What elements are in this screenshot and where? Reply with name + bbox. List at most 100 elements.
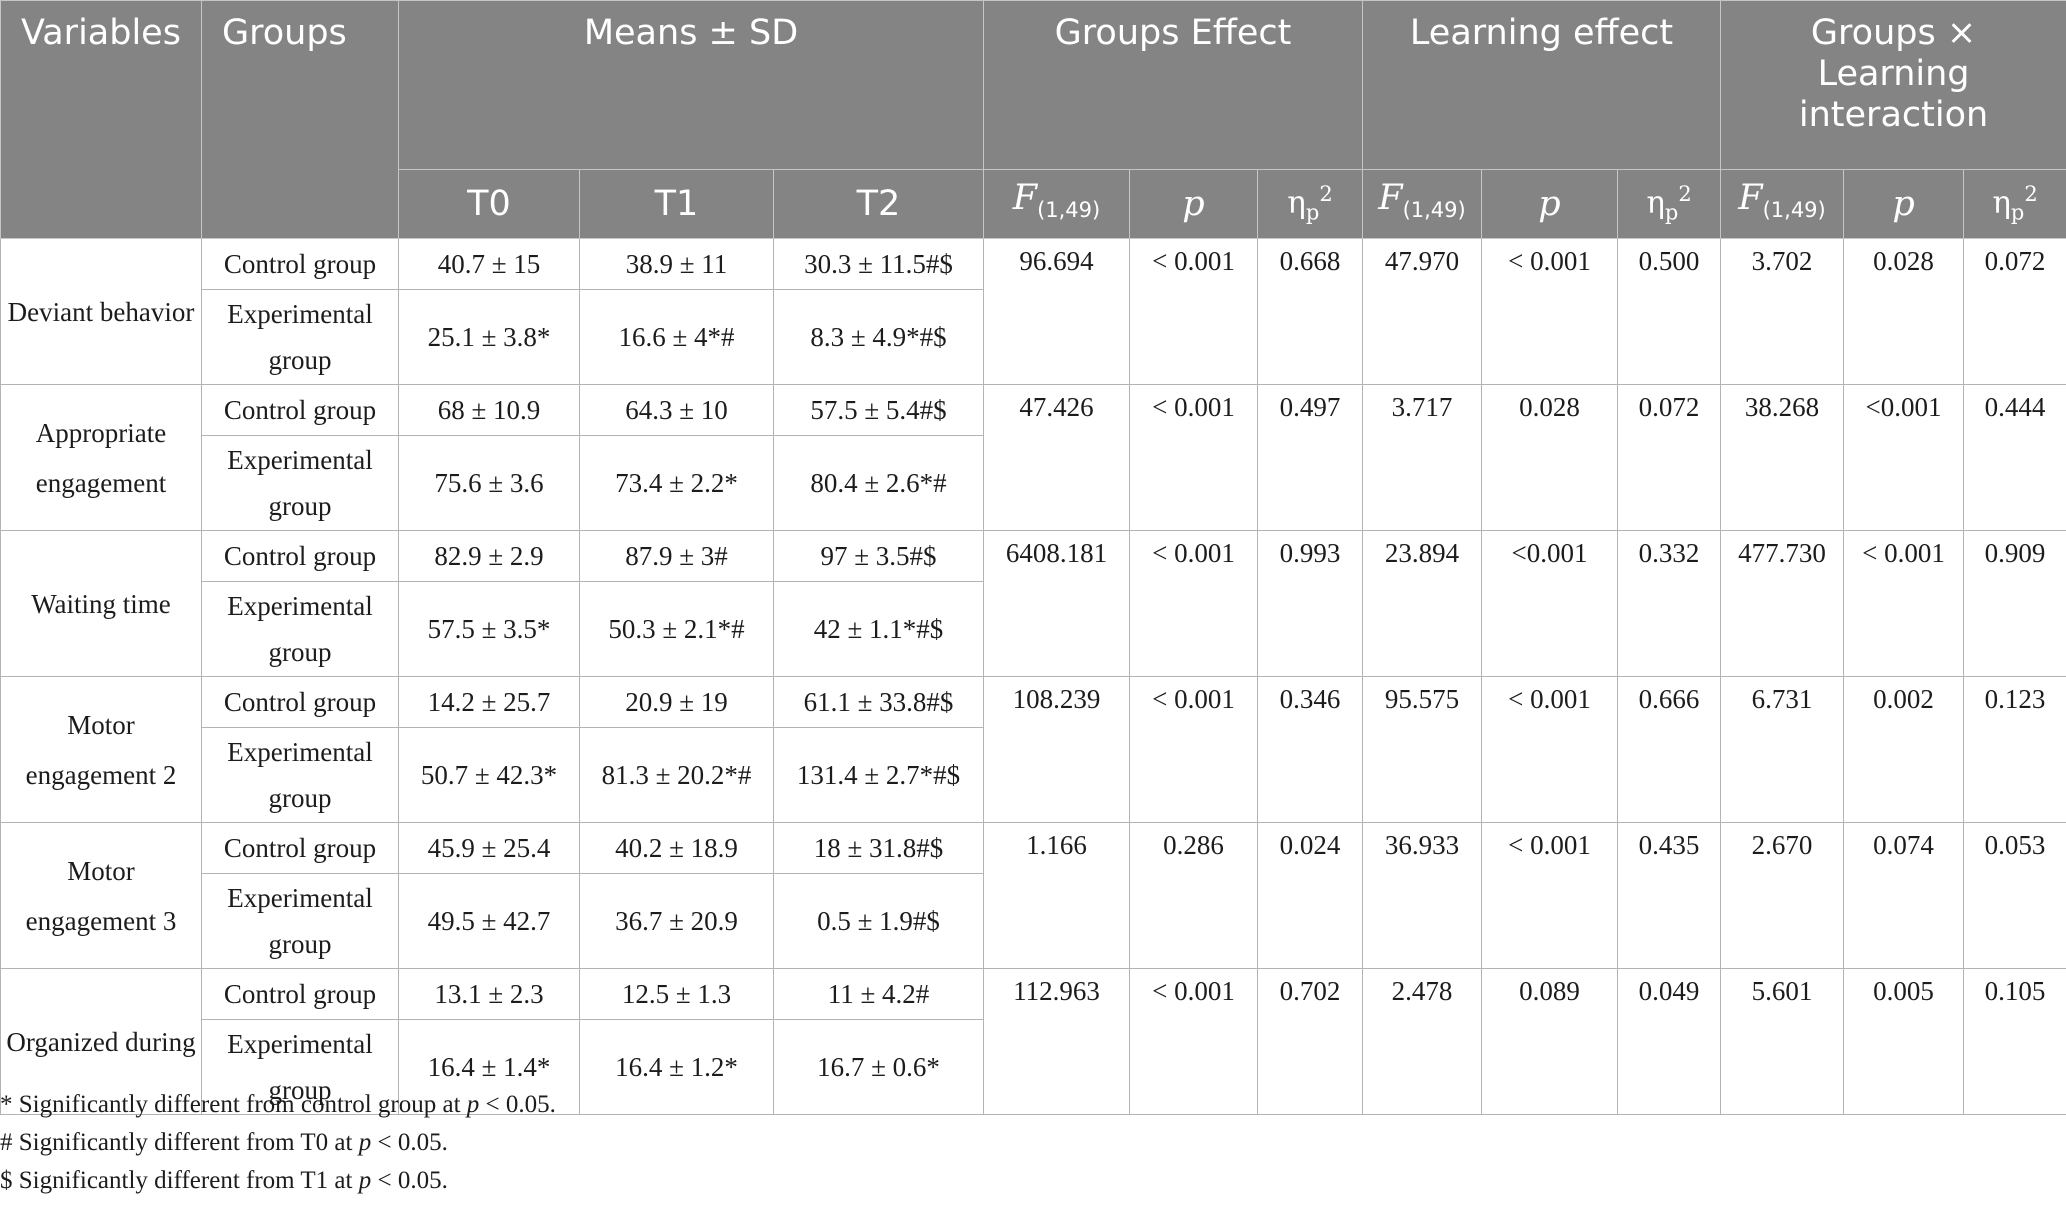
table-row: Deviant behavior Control group 40.7 ± 15 38… [0,238,2066,385]
group-label: Control group [201,530,399,582]
stat-cell: 0.666 [1616,676,1722,823]
footnote-text: $ Significantly different from T1 at [0,1167,359,1194]
footnote-text: < 0.05. [371,1167,448,1194]
mean-sd-cell: 12.5 ± 1.3 [579,968,774,1020]
stat-cell: < 0.001 [1481,676,1618,823]
ix-eta-header: ηp2 [1963,169,2066,239]
table-row: Waiting time Control group 82.9 ± 2.9 87.9 … [0,530,2066,677]
group-label: Experimental group [201,727,399,823]
table-row: Experimental group 57.5 ± 3.5* 50.3 ± 2.1*… [1,581,2066,677]
footnote-text: # Significantly different from T0 at [0,1129,359,1156]
stat-cell: 0.435 [1616,822,1722,969]
stat-cell: 2.478 [1362,968,1482,1115]
stat-cell: 0.123 [1963,676,2066,823]
table-row: Experimental group 16.4 ± 1.4* 16.4 ± 1.2*… [1,1019,2066,1115]
mean-sd-cell: 73.4 ± 2.2* [579,435,774,531]
stat-cell: 0.074 [1843,822,1965,969]
stat-cell: 0.500 [1616,238,1722,385]
ge-p-header: p [1129,169,1258,239]
eta-superscript: 2 [1678,182,1692,207]
stat-cell: 0.105 [1963,968,2066,1115]
mean-sd-cell: 40.2 ± 18.9 [579,822,774,874]
stat-cell: 0.444 [1963,384,2066,531]
group-label: Control group [201,676,399,728]
stat-cell: 0.028 [1843,238,1965,385]
stat-cell: 0.346 [1257,676,1363,823]
stat-cell: 0.002 [1843,676,1965,823]
f-subscript: (1,49) [1037,197,1101,222]
stat-cell: 23.894 [1362,530,1482,677]
mean-sd-cell: 80.4 ± 2.6*# [773,435,984,531]
mean-sd-cell: 8.3 ± 4.9*#$ [773,289,984,385]
stat-cell: 0.702 [1257,968,1363,1115]
stat-cell: 108.239 [983,676,1130,823]
group-label: Experimental group [201,581,399,677]
stat-cell: <0.001 [1843,384,1965,531]
ge-eta-header: ηp2 [1257,169,1363,239]
f-symbol: F [1738,177,1763,218]
f-subscript: (1,49) [1762,197,1826,222]
mean-sd-cell: 75.6 ± 3.6 [398,435,580,531]
mean-sd-cell: 57.5 ± 3.5* [398,581,580,677]
mean-sd-cell: 36.7 ± 20.9 [579,873,774,969]
stat-cell: 95.575 [1362,676,1482,823]
eta-symbol: η [1992,184,2011,221]
mean-sd-cell: 68 ± 10.9 [398,384,580,436]
header-groups: Groups [201,0,399,239]
stat-cell: 2.670 [1720,822,1845,969]
header-t2: T2 [773,169,984,239]
stat-cell: < 0.001 [1129,238,1258,385]
mean-sd-cell: 16.4 ± 1.4* [398,1019,580,1115]
table-row: Motor engagement 3 Control group 45.9 ± 25… [0,822,2066,969]
f-symbol: F [1012,177,1038,218]
mean-sd-cell: 30.3 ± 11.5#$ [773,238,984,290]
eta-subscript: p [1305,200,1320,225]
group-label: Experimental group [201,289,399,385]
mean-sd-cell: 18 ± 31.8#$ [773,822,984,874]
header-groups-effect: Groups Effect [983,0,1363,170]
mean-sd-cell: 0.5 ± 1.9#$ [773,873,984,969]
stat-cell: 38.268 [1720,384,1845,531]
footnote-text: * Significantly different from control g… [0,1091,467,1118]
stat-cell: 6408.181 [983,530,1130,677]
mean-sd-cell: 13.1 ± 2.3 [398,968,580,1020]
stat-cell: 0.072 [1616,384,1722,531]
stat-cell: < 0.001 [1129,968,1258,1115]
mean-sd-cell: 38.9 ± 11 [579,238,774,290]
mean-sd-cell: 97 ± 3.5#$ [773,530,984,582]
mean-sd-cell: 57.5 ± 5.4#$ [773,384,984,436]
results-table: Variables Groups Means ± SD Groups Effec… [0,0,2066,1115]
header-t1: T1 [579,169,774,239]
variable-name: Waiting time [0,530,202,677]
mean-sd-cell: 16.7 ± 0.6* [773,1019,984,1115]
stat-cell: 0.072 [1963,238,2066,385]
group-label: Control group [201,822,399,874]
group-label: Experimental group [201,1019,399,1115]
stat-cell: 47.426 [983,384,1130,531]
group-label: Control group [201,238,399,290]
table-row: Organized during Control group 13.1 ± 2.3 1… [0,968,2066,1115]
stat-cell: 477.730 [1720,530,1845,677]
table-row: Experimental group 49.5 ± 42.7 36.7 ± 20.9… [1,873,2066,969]
stat-cell: 0.286 [1129,822,1258,969]
footnote-italic: p [358,1129,372,1156]
stat-cell: < 0.001 [1129,530,1258,677]
footnote: * Significantly different from control g… [0,1086,2066,1124]
eta-superscript: 2 [2024,182,2038,207]
stat-cell: <0.001 [1481,530,1618,677]
footnote-italic: p [358,1167,372,1194]
stat-cell: < 0.001 [1843,530,1965,677]
mean-sd-cell: 49.5 ± 42.7 [398,873,580,969]
mean-sd-cell: 25.1 ± 3.8* [398,289,580,385]
eta-subscript: p [2010,200,2025,225]
le-p-header: p [1481,169,1618,239]
stat-cell: 0.024 [1257,822,1363,969]
footnote: # Significantly different from T0 at p <… [0,1124,2066,1162]
eta-superscript: 2 [1319,182,1333,207]
variable-name: Motor engagement 3 [0,822,202,969]
group-label: Control group [201,384,399,436]
stat-cell: < 0.001 [1129,676,1258,823]
header-learning-effect: Learning effect [1361,0,1722,170]
mean-sd-cell: 16.6 ± 4*# [579,289,774,385]
stat-cell: 0.089 [1481,968,1618,1115]
